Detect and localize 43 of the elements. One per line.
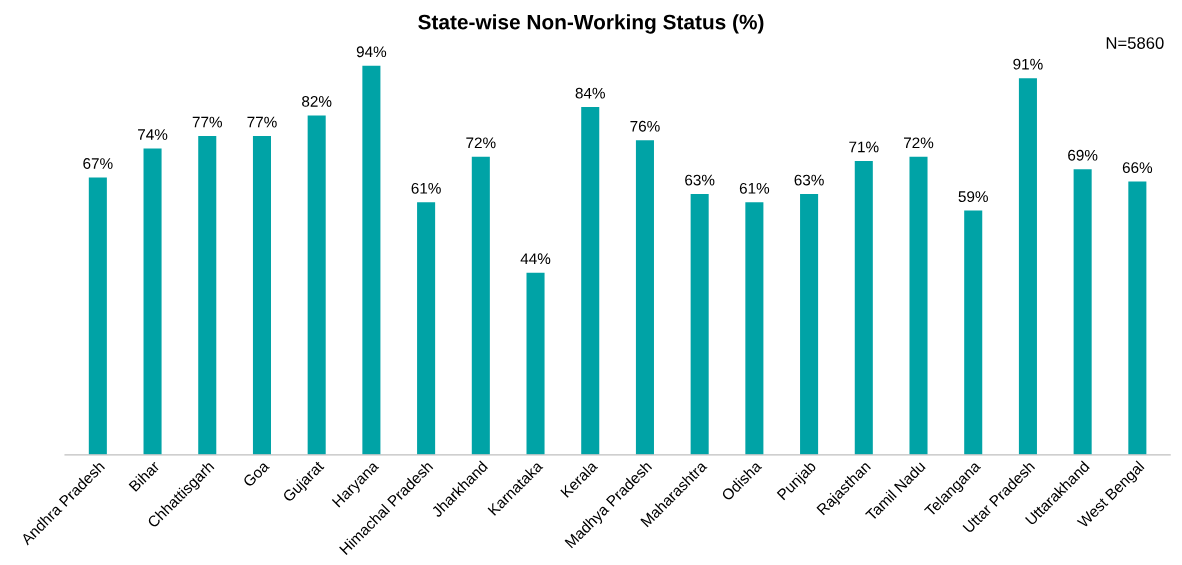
data-label: 59%	[958, 191, 988, 203]
bar	[1073, 169, 1092, 455]
bar	[745, 202, 764, 455]
bar	[417, 202, 436, 455]
x-tick-label: Goa	[242, 459, 270, 488]
data-label: 77%	[192, 116, 223, 128]
bar	[471, 156, 490, 455]
bar	[1128, 181, 1147, 455]
bar	[964, 210, 983, 455]
data-label: 66%	[1122, 162, 1153, 174]
data-label: 69%	[1068, 149, 1098, 161]
chart-title: State-wise Non-Working Status (%)	[418, 14, 764, 34]
data-label: 71%	[849, 141, 879, 153]
data-label: 63%	[685, 174, 715, 186]
data-label: 67%	[83, 158, 113, 169]
bar	[307, 115, 326, 455]
data-label: 76%	[630, 120, 660, 132]
bar	[88, 177, 107, 455]
data-label: 61%	[411, 182, 441, 194]
bar	[909, 156, 928, 455]
data-label: 63%	[794, 174, 824, 186]
data-label: 72%	[466, 137, 496, 149]
bar	[800, 194, 819, 455]
data-label: 61%	[739, 182, 770, 194]
bar	[362, 65, 381, 455]
data-label: 44%	[520, 253, 551, 265]
data-label: 82%	[302, 96, 332, 107]
bar	[1018, 78, 1037, 455]
data-label: 94%	[356, 46, 387, 58]
bar	[198, 136, 217, 455]
bar	[526, 272, 545, 455]
bar	[635, 140, 654, 455]
data-label: 74%	[138, 129, 168, 140]
text: N=5860	[1106, 37, 1164, 49]
data-label: 91%	[1013, 58, 1043, 70]
data-label: 84%	[575, 87, 605, 99]
data-label: 77%	[247, 116, 277, 128]
bar	[581, 107, 600, 455]
bar	[252, 136, 271, 455]
data-label: 72%	[904, 137, 934, 149]
bar	[143, 148, 162, 455]
bar	[854, 160, 873, 455]
bar	[690, 194, 709, 455]
